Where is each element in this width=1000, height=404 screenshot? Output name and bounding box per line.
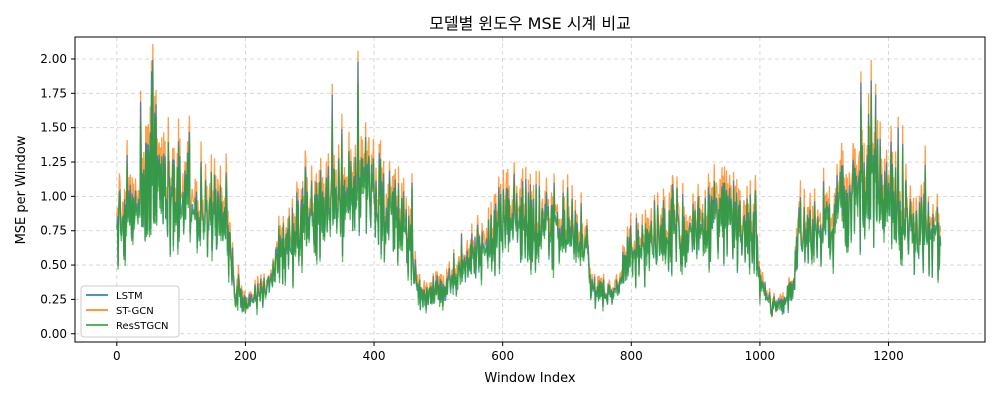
legend-label-st-gcn: ST-GCN — [116, 306, 154, 317]
chart-title: 모델별 윈도우 MSE 시계 비교 — [429, 14, 631, 33]
y-tick-label: 1.50 — [40, 121, 67, 135]
x-tick-label: 1000 — [745, 349, 776, 363]
legend: LSTM ST-GCN ResSTGCN — [80, 285, 180, 338]
x-tick-label: 800 — [620, 349, 643, 363]
series-lines — [116, 43, 942, 318]
y-tick-label: 0.25 — [40, 292, 67, 306]
x-axis-label: Window Index — [484, 371, 575, 386]
x-tick-label: 600 — [491, 349, 514, 363]
plot-frame — [74, 36, 986, 343]
y-tick-label: 1.25 — [40, 155, 67, 169]
x-tick-label: 200 — [234, 349, 257, 363]
legend-label-lstm: LSTM — [116, 291, 143, 302]
x-tick-label: 1200 — [873, 349, 904, 363]
x-tick-label: 0 — [113, 349, 121, 363]
y-tick-label: 0.75 — [40, 224, 67, 238]
y-tick-label: 0.00 — [40, 327, 67, 341]
legend-label-resstgcn: ResSTGCN — [116, 321, 169, 332]
y-tick-label: 2.00 — [40, 52, 67, 66]
y-tick-label: 1.75 — [40, 86, 67, 100]
y-tick-label: 1.00 — [40, 189, 67, 203]
y-axis-label: MSE per Window — [14, 135, 29, 244]
x-tick-label: 400 — [363, 349, 386, 363]
series-line-resstgcn — [116, 66, 942, 318]
axis-ticks: 0 200 400 600 800 1000 1200 0.00 0.25 0.50 0.75 1.0… — [40, 52, 904, 363]
y-tick-label: 0.50 — [40, 258, 67, 272]
